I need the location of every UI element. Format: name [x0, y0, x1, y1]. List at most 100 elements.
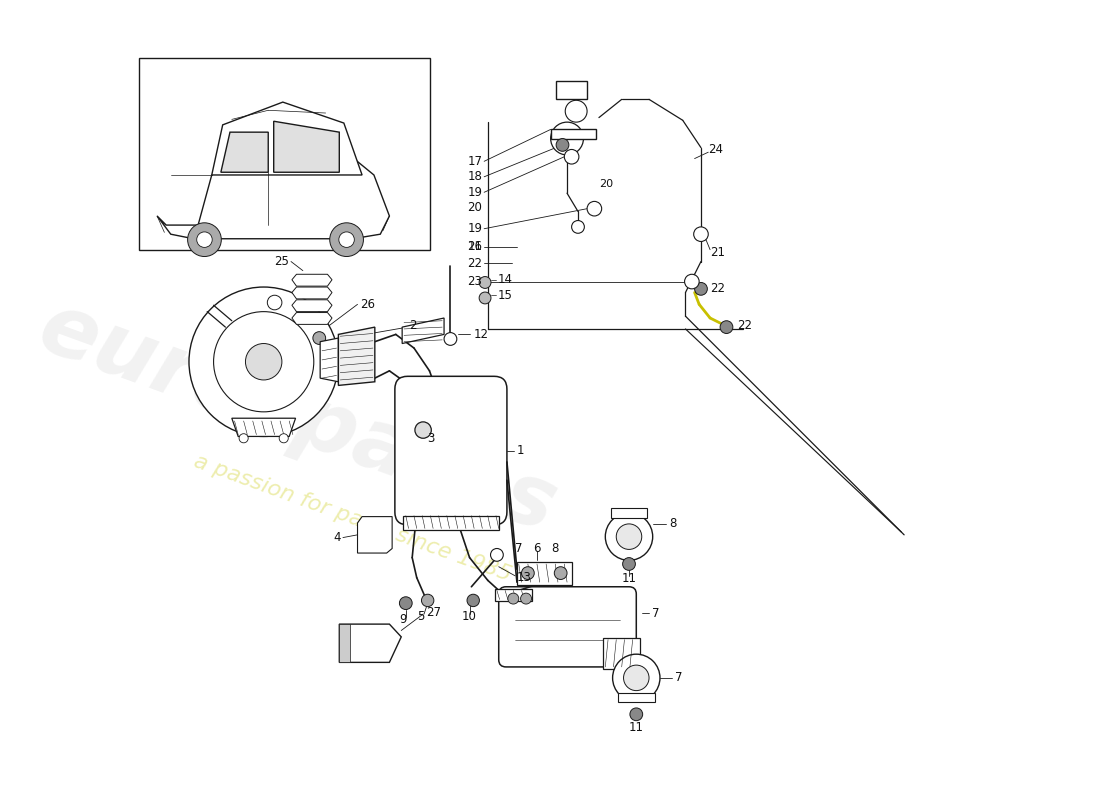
Circle shape [468, 594, 480, 606]
Text: a passion for parts since 1985: a passion for parts since 1985 [191, 451, 515, 586]
Circle shape [399, 597, 412, 610]
Text: 15: 15 [498, 289, 513, 302]
Polygon shape [157, 150, 389, 238]
Polygon shape [604, 638, 640, 669]
Circle shape [605, 513, 652, 560]
FancyBboxPatch shape [395, 376, 507, 525]
Circle shape [520, 593, 531, 604]
Circle shape [684, 274, 700, 289]
Circle shape [188, 223, 221, 257]
Text: 11: 11 [621, 572, 637, 585]
Polygon shape [358, 517, 392, 553]
Text: 27: 27 [426, 606, 441, 618]
Polygon shape [403, 318, 444, 343]
Polygon shape [339, 327, 375, 386]
Polygon shape [495, 589, 531, 602]
Text: 5: 5 [418, 610, 425, 623]
Polygon shape [557, 81, 587, 99]
Circle shape [267, 295, 282, 310]
Polygon shape [610, 507, 647, 518]
Text: 11: 11 [629, 722, 644, 734]
Circle shape [623, 558, 636, 570]
Circle shape [415, 422, 431, 438]
Polygon shape [232, 418, 296, 437]
Text: 10: 10 [462, 610, 477, 623]
Polygon shape [274, 122, 339, 172]
Polygon shape [551, 130, 596, 138]
Circle shape [245, 343, 282, 380]
Circle shape [480, 292, 491, 304]
Circle shape [554, 566, 568, 579]
Text: 22: 22 [468, 257, 482, 270]
Text: 8: 8 [669, 518, 676, 530]
Text: 20: 20 [468, 202, 482, 214]
Text: 1: 1 [517, 444, 525, 457]
Text: 7: 7 [674, 671, 682, 684]
Polygon shape [403, 516, 498, 530]
Text: 26: 26 [360, 298, 375, 311]
Circle shape [213, 312, 314, 412]
Text: 22: 22 [737, 318, 752, 332]
Circle shape [613, 654, 660, 702]
Polygon shape [339, 624, 350, 662]
Text: 19: 19 [468, 186, 482, 198]
Text: 3: 3 [428, 432, 435, 445]
Text: 12: 12 [473, 328, 488, 341]
Polygon shape [339, 624, 402, 662]
Circle shape [330, 223, 363, 257]
Circle shape [189, 287, 339, 437]
Text: 21: 21 [468, 241, 482, 254]
Polygon shape [292, 287, 332, 299]
Polygon shape [517, 562, 572, 585]
Circle shape [339, 232, 354, 247]
Bar [139, 58, 430, 250]
Text: 23: 23 [468, 275, 482, 288]
Circle shape [694, 227, 708, 242]
Polygon shape [221, 132, 268, 172]
Circle shape [557, 138, 569, 151]
Circle shape [239, 434, 249, 443]
Circle shape [564, 150, 579, 164]
Polygon shape [292, 274, 332, 286]
Circle shape [491, 549, 504, 562]
Polygon shape [292, 313, 332, 324]
Text: 7: 7 [515, 542, 522, 555]
Circle shape [624, 665, 649, 690]
Text: 22: 22 [711, 282, 725, 295]
Circle shape [444, 333, 456, 346]
Text: eurospares: eurospares [29, 286, 569, 550]
Text: 16: 16 [468, 241, 482, 254]
Circle shape [616, 524, 641, 550]
Circle shape [551, 122, 583, 155]
Text: 20: 20 [598, 179, 613, 189]
Text: 2: 2 [409, 318, 417, 332]
Circle shape [630, 708, 642, 721]
Text: 8: 8 [551, 542, 559, 555]
Text: 24: 24 [708, 143, 724, 156]
Circle shape [421, 594, 433, 606]
Text: 18: 18 [468, 170, 482, 183]
Text: 6: 6 [534, 542, 541, 555]
Polygon shape [618, 694, 654, 702]
Text: 14: 14 [498, 274, 513, 286]
Circle shape [508, 593, 519, 604]
Text: 19: 19 [468, 222, 482, 235]
Circle shape [521, 566, 535, 579]
Text: 17: 17 [468, 155, 482, 168]
Text: 7: 7 [652, 606, 659, 620]
Circle shape [312, 332, 326, 345]
Circle shape [480, 277, 491, 288]
Text: 21: 21 [711, 246, 725, 259]
FancyBboxPatch shape [498, 586, 636, 667]
Text: 13: 13 [517, 571, 531, 584]
Circle shape [279, 434, 288, 443]
Circle shape [565, 100, 587, 122]
Text: 9: 9 [399, 613, 407, 626]
Polygon shape [292, 300, 332, 312]
Text: 4: 4 [333, 531, 341, 544]
Circle shape [587, 202, 602, 216]
Circle shape [572, 221, 584, 234]
Circle shape [694, 282, 707, 295]
Text: 25: 25 [274, 255, 289, 268]
Polygon shape [320, 338, 339, 382]
